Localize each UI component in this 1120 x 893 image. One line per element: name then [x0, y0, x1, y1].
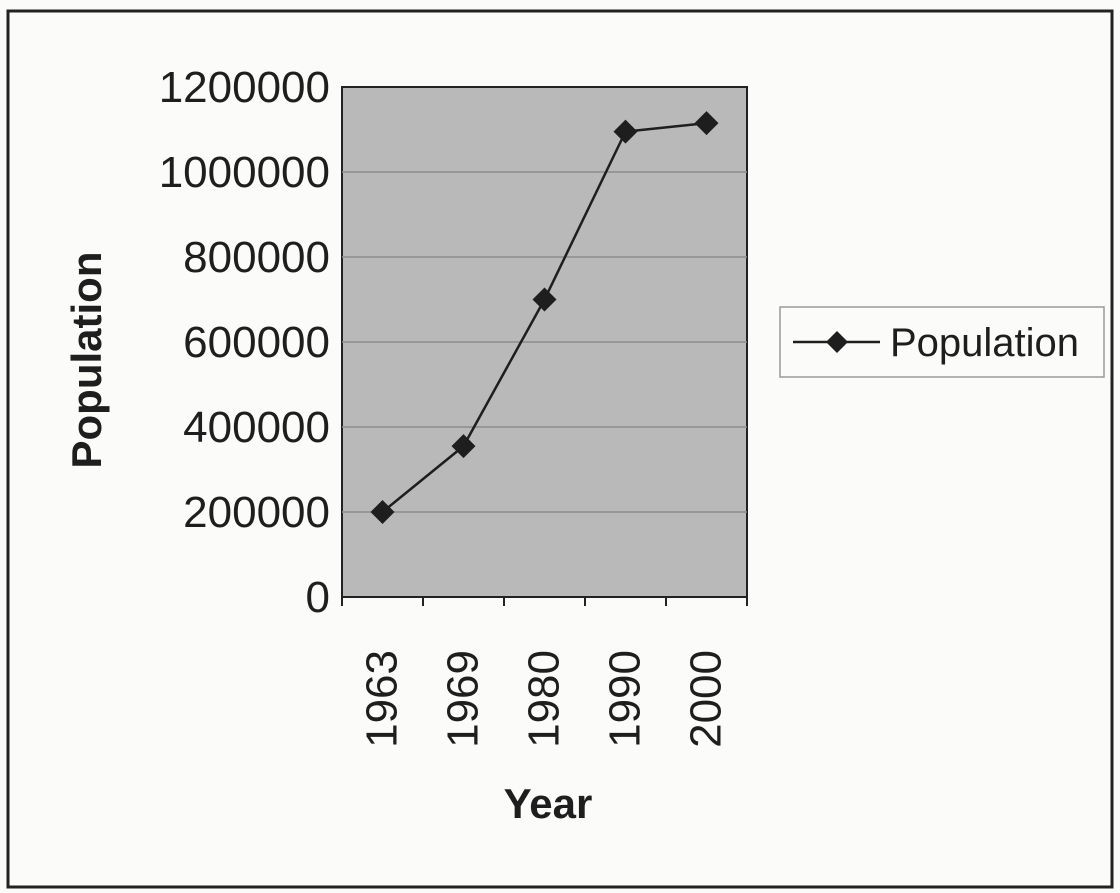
x-tick-label: 1980	[520, 650, 569, 748]
y-axis-tick-labels: 0 200000 400000 600000 800000 1000000 1200000	[159, 63, 330, 622]
population-series-markers	[370, 111, 719, 524]
x-axis-tick-labels: 1963 1969 1980 1990 2000	[358, 650, 731, 748]
data-point-marker	[451, 434, 476, 459]
y-tick-label: 1200000	[159, 63, 330, 112]
x-tick-label: 2000	[682, 650, 731, 748]
data-point-marker	[694, 111, 719, 136]
y-tick-label: 400000	[183, 403, 330, 452]
legend: Population	[779, 306, 1105, 378]
data-point-marker	[613, 119, 638, 144]
data-point-marker	[370, 500, 395, 524]
gridlines	[342, 171, 747, 513]
legend-label-population: Population	[890, 321, 1079, 365]
y-axis-title: Population	[63, 252, 110, 469]
x-axis-tick-marks	[341, 597, 748, 606]
y-tick-label: 0	[306, 573, 330, 622]
x-axis-title: Year	[504, 780, 593, 827]
outer-frame	[6, 9, 1114, 889]
x-tick-label: 1990	[601, 650, 650, 748]
data-point-marker	[532, 287, 557, 312]
x-tick-label: 1963	[358, 650, 407, 748]
y-tick-label: 1000000	[159, 148, 330, 197]
legend-diamond-marker	[826, 331, 848, 353]
y-tick-label: 200000	[183, 488, 330, 537]
x-tick-label: 1969	[439, 650, 488, 748]
y-tick-label: 800000	[183, 233, 330, 282]
y-tick-label: 600000	[183, 318, 330, 367]
